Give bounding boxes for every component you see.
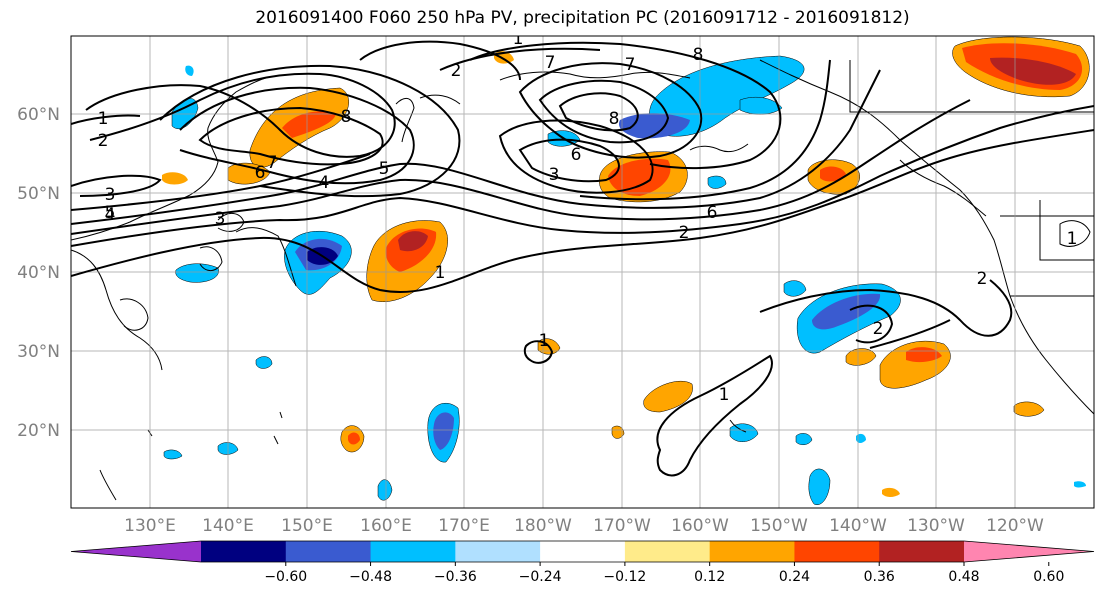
pv-contour-label: 2 xyxy=(679,223,690,243)
pv-contour-label: 2 xyxy=(873,319,884,339)
lon-label-170e: 170°E xyxy=(438,516,490,536)
longitude-labels: 130°E 140°E 150°E 160°E 170°E 180°W 170°… xyxy=(124,516,1044,536)
colorbar-box xyxy=(624,541,711,562)
lon-label-140e: 140°E xyxy=(202,516,254,536)
pv-contour-label: 8 xyxy=(341,107,352,127)
colorbar-tick-label: 0.48 xyxy=(948,569,979,585)
colorbar-box xyxy=(879,541,965,562)
lon-label-120w: 120°W xyxy=(986,516,1044,536)
pv-contour-label: 3 xyxy=(549,165,560,185)
pv-contour-label: 1 xyxy=(513,29,524,49)
latitude-labels: 60°N 50°N 40°N 30°N 20°N xyxy=(17,105,60,441)
colorbar-tick-label: −0.60 xyxy=(264,569,307,585)
colorbar-tick-label: −0.24 xyxy=(519,569,562,585)
colorbar-box xyxy=(540,541,626,562)
lat-label-20n: 20°N xyxy=(17,421,60,441)
colorbar-box xyxy=(794,541,880,562)
colorbar-tick-label: 0.24 xyxy=(779,569,810,585)
pv-contour-label: 8 xyxy=(693,45,704,65)
pv-contour-label: 1 xyxy=(1067,229,1078,249)
lat-label-60n: 60°N xyxy=(17,105,60,125)
lat-label-50n: 50°N xyxy=(17,184,60,204)
lon-label-180w: 180°W xyxy=(514,516,572,536)
pv-contour-label: 4 xyxy=(105,205,116,225)
colorbar-tick-label: −0.36 xyxy=(434,569,477,585)
pv-contour-label: 6 xyxy=(707,203,718,223)
colorbar-box xyxy=(709,541,795,562)
lon-label-140w: 140°W xyxy=(829,516,887,536)
colorbar-box xyxy=(455,541,541,562)
colorbar: −0.60 −0.48 −0.36 −0.24 −0.12 0.12 0.24 0.36 0.4… xyxy=(70,540,1095,585)
pv-contour-label: 5 xyxy=(105,203,116,223)
colorbar-tick-label: 0.36 xyxy=(864,569,895,585)
pv-contour-label: 1 xyxy=(98,109,109,129)
colorbar-box xyxy=(285,541,372,562)
lon-label-150e: 150°E xyxy=(281,516,333,536)
pv-contour-label: 7 xyxy=(545,53,556,73)
pv-contour-label: 7 xyxy=(267,153,278,173)
lat-label-30n: 30°N xyxy=(17,342,60,362)
pv-contour-label: 2 xyxy=(451,61,462,81)
pv-contour-label: 8 xyxy=(609,109,620,129)
lon-label-170w: 170°W xyxy=(593,516,651,536)
pv-contour-label: 7 xyxy=(625,55,636,75)
pv-contour-label: 2 xyxy=(98,131,109,151)
pv-contour-labels: 123456783458671236872111221 xyxy=(98,29,1078,405)
colorbar-tick-label: 0.60 xyxy=(1033,569,1064,585)
coastlines xyxy=(71,59,1094,501)
map-frame xyxy=(70,35,1095,509)
colorbar-box xyxy=(201,541,287,562)
pv-contour-label: 1 xyxy=(719,385,730,405)
pv-contour-label: 4 xyxy=(319,173,330,193)
pv-contour-label: 1 xyxy=(435,263,446,283)
colorbar-tick-label: −0.12 xyxy=(603,569,646,585)
lon-label-130w: 130°W xyxy=(907,516,965,536)
pv-contour-label: 3 xyxy=(105,185,116,205)
pv-contour-label: 1 xyxy=(539,331,550,351)
map-title: 2016091400 F060 250 hPa PV, precipitatio… xyxy=(255,8,910,28)
pv-contour-label: 3 xyxy=(215,209,226,229)
pv-contour-label: 6 xyxy=(255,163,266,183)
lon-label-150w: 150°W xyxy=(750,516,808,536)
colorbar-extend-low xyxy=(71,541,201,562)
lon-label-130e: 130°E xyxy=(124,516,176,536)
colorbar-extend-high xyxy=(964,541,1094,562)
colorbar-box xyxy=(370,541,456,562)
colorbar-tick-label: 0.12 xyxy=(694,569,725,585)
colorbar-outline xyxy=(70,540,1095,563)
grid-lines xyxy=(71,36,1094,508)
lon-label-160e: 160°E xyxy=(360,516,412,536)
lon-label-160w: 160°W xyxy=(671,516,729,536)
pv-contour-label: 2 xyxy=(977,269,988,289)
colorbar-tick-label: −0.48 xyxy=(349,569,392,585)
lat-label-40n: 40°N xyxy=(17,263,60,283)
pv-contour-label: 5 xyxy=(379,159,390,179)
pv-contour-label: 6 xyxy=(571,145,582,165)
pv-contours xyxy=(71,40,1094,477)
